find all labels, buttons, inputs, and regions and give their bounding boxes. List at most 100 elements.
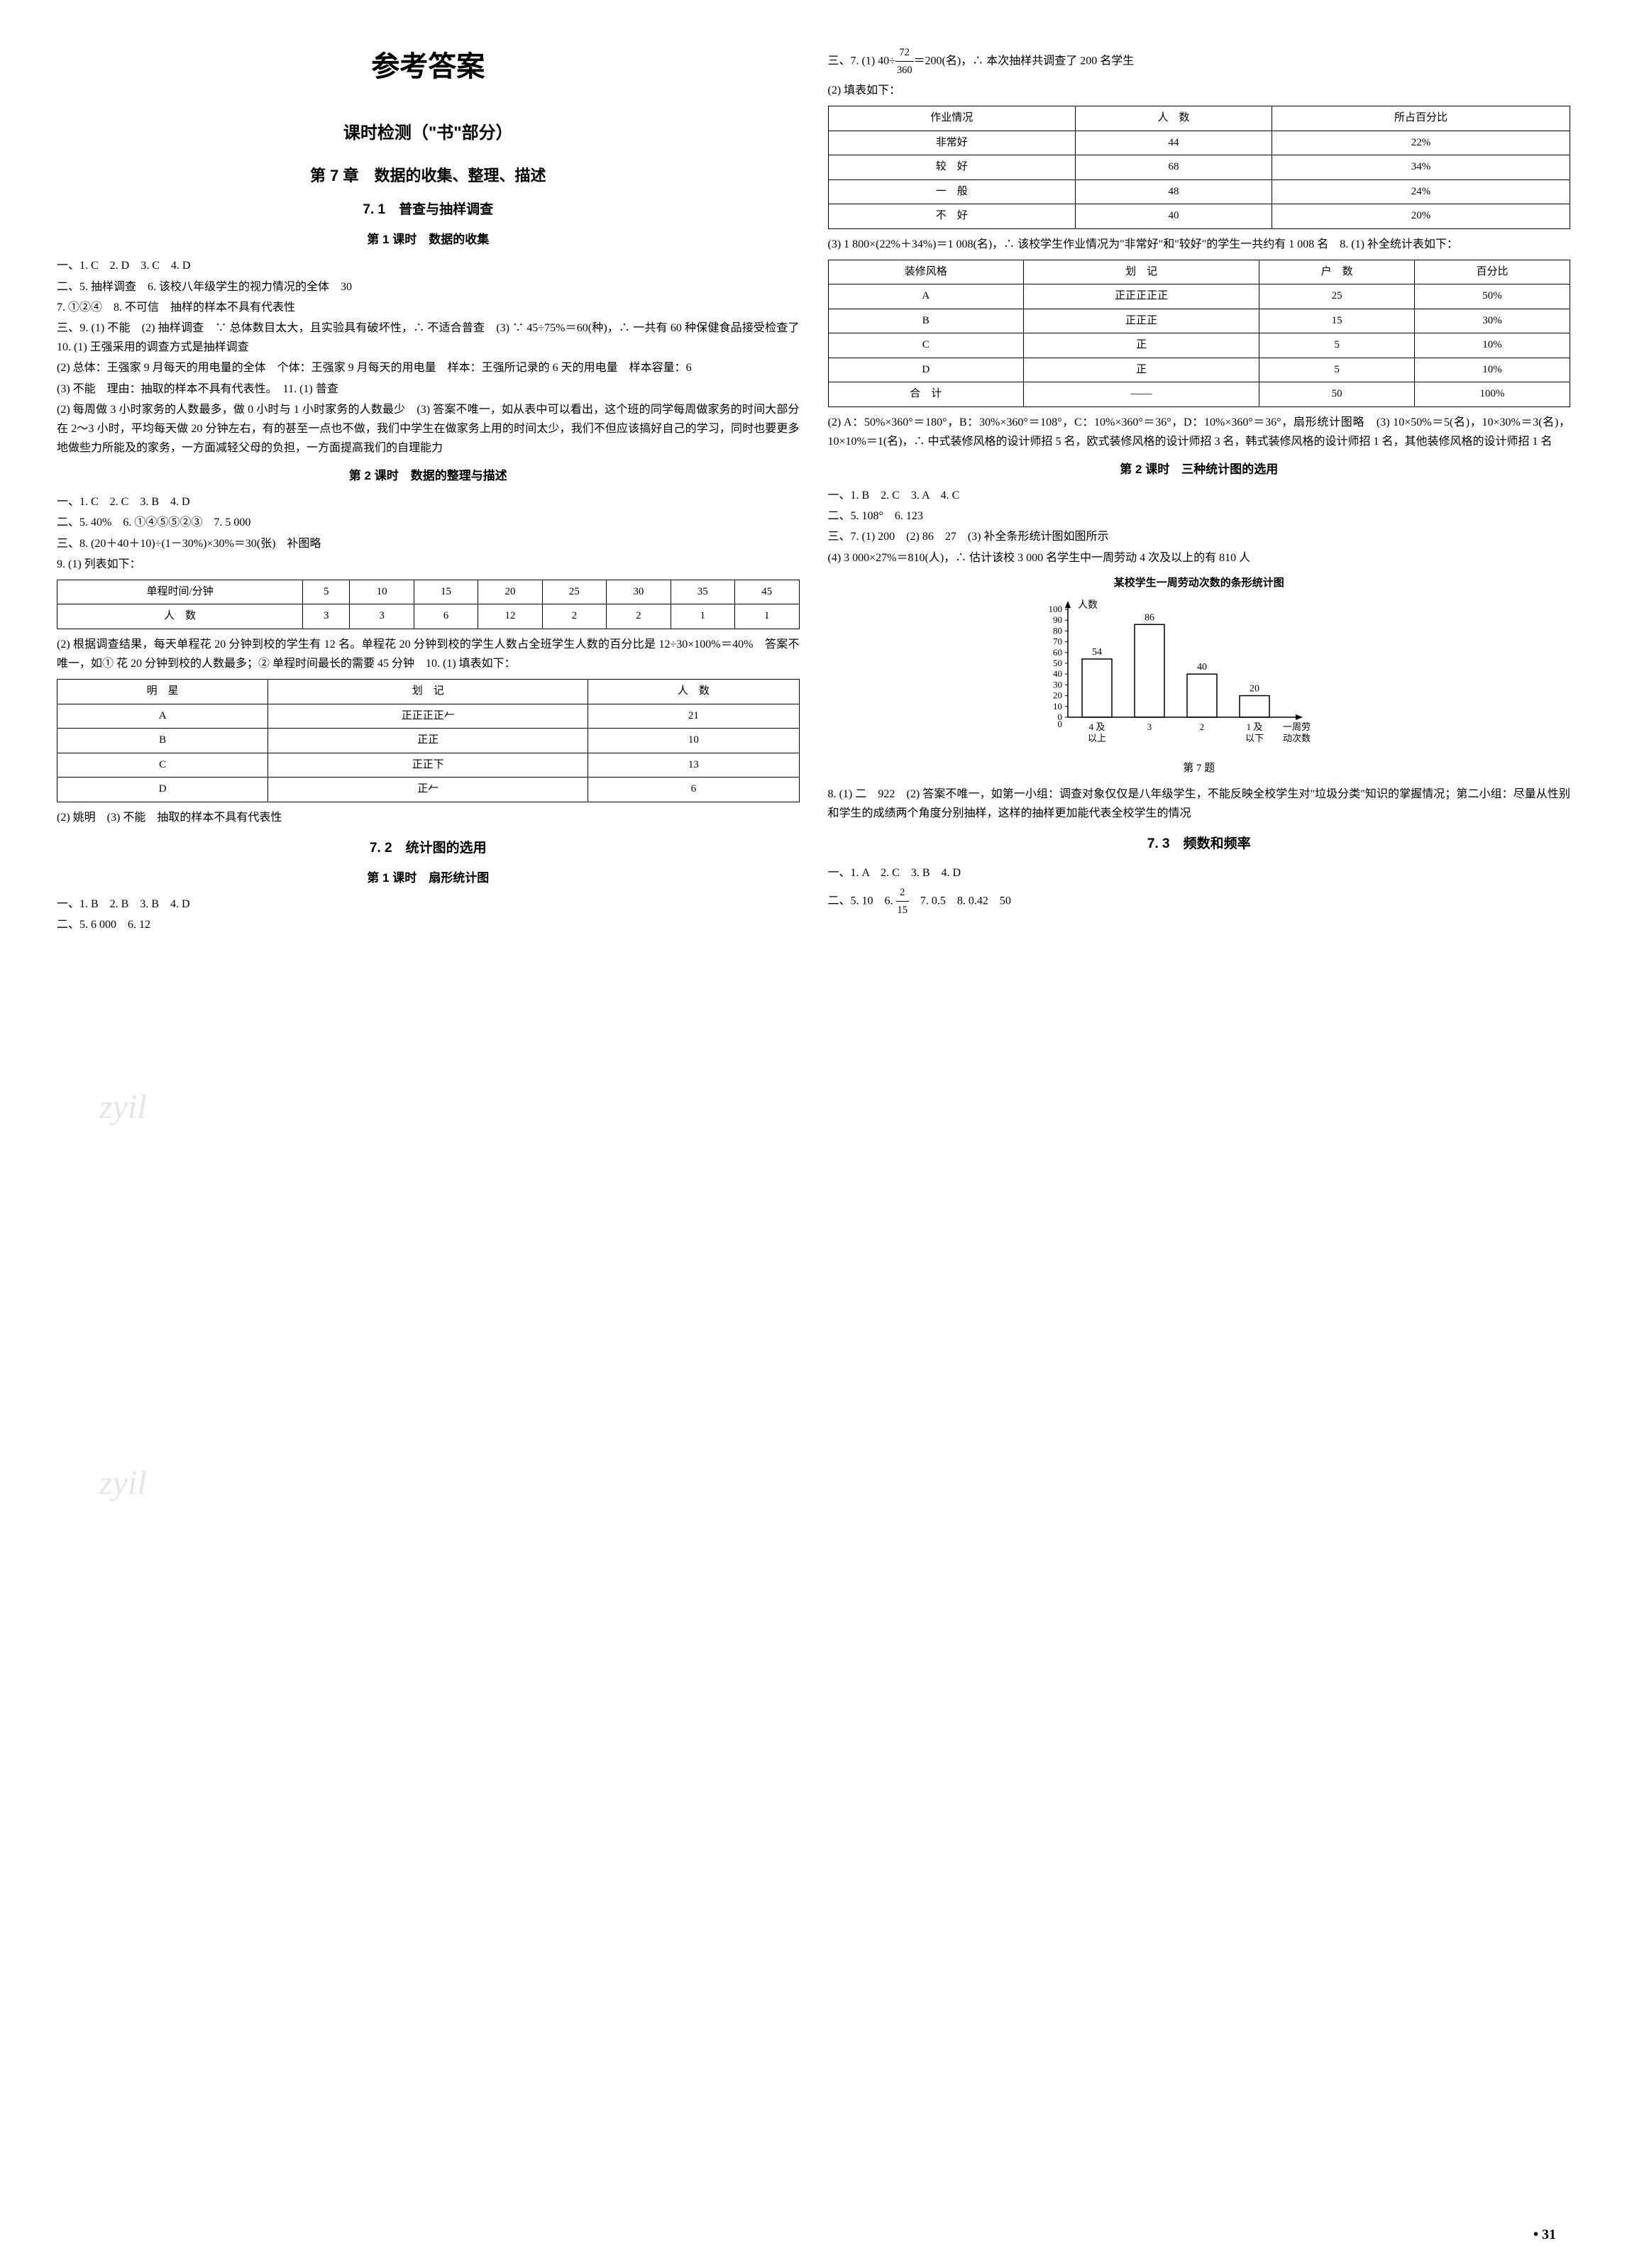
table-cell: 正正正正𠂉: [268, 704, 588, 729]
table-cell: 1: [671, 604, 734, 629]
table-cell: 合 计: [828, 382, 1024, 407]
table-cell: 68: [1076, 155, 1272, 180]
answer-text: 二、5. 10 6. 215 7. 0.5 8. 0.42 50: [828, 884, 1571, 919]
table-cell: 6: [414, 604, 478, 629]
answer-text: (4) 3 000×27%＝810(人)，∴ 估计该校 3 000 名学生中一周…: [828, 548, 1571, 568]
table-cell: 10%: [1415, 333, 1570, 358]
table-cell: D: [57, 778, 268, 802]
svg-text:40: 40: [1053, 669, 1062, 680]
lesson-7-2-2-title: 第 2 课时 三种统计图的选用: [828, 460, 1571, 480]
table-cell: 45: [735, 580, 800, 604]
table-cell: 正正正正正: [1024, 284, 1259, 309]
table-cell: 50%: [1415, 284, 1570, 309]
answer-text: 一、1. C 2. C 3. B 4. D: [57, 492, 800, 511]
table-cell: 20%: [1272, 204, 1570, 229]
table-row: D正510%: [828, 358, 1570, 382]
style-table: 装修风格 划 记 户 数 百分比 A正正正正正2550% B正正正1530% C…: [828, 260, 1571, 407]
table-cell: 装修风格: [828, 260, 1024, 284]
table-cell: 正正正: [1024, 309, 1259, 333]
table-cell: 25: [1259, 284, 1415, 309]
svg-text:以上: 以上: [1088, 733, 1106, 743]
svg-text:30: 30: [1053, 680, 1062, 690]
lesson-1-title: 第 1 课时 数据的收集: [57, 230, 800, 250]
answer-text: 7. ①②④ 8. 不可信 抽样的样本不具有代表性: [57, 298, 800, 317]
table-cell: 人 数: [588, 680, 799, 704]
table-cell: 10: [350, 580, 414, 604]
svg-text:54: 54: [1092, 647, 1102, 658]
svg-text:60: 60: [1053, 647, 1062, 658]
table-cell: 划 记: [1024, 260, 1259, 284]
table-row: 非常好4422%: [828, 131, 1570, 155]
answer-text: (2) A：50%×360°＝180°，B：30%×360°＝108°，C：10…: [828, 413, 1571, 451]
watermark: zyil: [99, 1078, 147, 1136]
svg-text:人数: 人数: [1078, 599, 1098, 611]
table-cell: ——: [1024, 382, 1259, 407]
table-cell: 15: [1259, 309, 1415, 333]
svg-text:86: 86: [1145, 613, 1154, 624]
svg-text:90: 90: [1053, 615, 1062, 626]
table-cell: 2: [542, 604, 606, 629]
svg-text:80: 80: [1053, 626, 1062, 636]
table-cell: 正: [1024, 333, 1259, 358]
svg-text:10: 10: [1053, 701, 1062, 712]
table-row: B正正正1530%: [828, 309, 1570, 333]
answer-text: 三、8. (20＋40＋10)÷(1－30%)×30%＝30(张) 补图略: [57, 534, 800, 553]
answer-text: 一、1. C 2. D 3. C 4. D: [57, 256, 800, 275]
lesson-7-2-1-title: 第 1 课时 扇形统计图: [57, 868, 800, 889]
table-row: C 正正下 13: [57, 753, 800, 778]
table-cell: 44: [1076, 131, 1272, 155]
answer-text: 9. (1) 列表如下：: [57, 555, 800, 574]
table-cell: A: [828, 284, 1024, 309]
lesson-2-title: 第 2 课时 数据的整理与描述: [57, 466, 800, 487]
svg-text:40: 40: [1197, 663, 1207, 673]
table-row: 一 般4824%: [828, 179, 1570, 204]
table-cell: 5: [1259, 333, 1415, 358]
svg-text:50: 50: [1053, 658, 1062, 668]
table-row: D 正𠂉 6: [57, 778, 800, 802]
table-cell: 3: [303, 604, 350, 629]
homework-table: 作业情况 人 数 所占百分比 非常好4422% 较 好6834% 一 般4824…: [828, 106, 1571, 229]
right-column: 三、7. (1) 40÷72360＝200(名)，∴ 本次抽样共调查了 200 …: [828, 43, 1571, 936]
table-cell: 不 好: [828, 204, 1076, 229]
table-cell: 人 数: [57, 604, 303, 629]
main-title: 参考答案: [57, 43, 800, 91]
table-cell: 较 好: [828, 155, 1076, 180]
table-cell: 15: [414, 580, 478, 604]
table-cell: 10: [588, 729, 799, 753]
table-row: 较 好6834%: [828, 155, 1570, 180]
answer-text: 一、1. B 2. C 3. A 4. C: [828, 486, 1571, 505]
table-cell: 正𠂉: [268, 778, 588, 802]
table-cell: 10%: [1415, 358, 1570, 382]
answer-text: (2) 根据调查结果，每天单程花 20 分钟到校的学生有 12 名。单程花 20…: [57, 635, 800, 673]
svg-text:1 及: 1 及: [1246, 721, 1262, 732]
answer-text: 一、1. A 2. C 3. B 4. D: [828, 863, 1571, 883]
table-cell: 所占百分比: [1272, 106, 1570, 131]
svg-text:70: 70: [1053, 636, 1062, 647]
answer-text: 8. (1) 二 922 (2) 答案不唯一，如第一小组：调查对象仅仅是八年级学…: [828, 785, 1571, 823]
table-cell: 34%: [1272, 155, 1570, 180]
table-cell: 划 记: [268, 680, 588, 704]
bar-chart-svg: 0102030405060708090100544 及以上863402201 及…: [1029, 597, 1327, 753]
svg-text:20: 20: [1053, 690, 1062, 701]
bar-chart: 某校学生一周劳动次数的条形统计图 01020304050607080901005…: [1029, 575, 1369, 778]
table-cell: 2: [607, 604, 671, 629]
table-row: 装修风格 划 记 户 数 百分比: [828, 260, 1570, 284]
table-cell: 正正: [268, 729, 588, 753]
table-cell: 100%: [1415, 382, 1570, 407]
table-cell: 22%: [1272, 131, 1570, 155]
answer-text: 一、1. B 2. B 3. B 4. D: [57, 895, 800, 914]
table-cell: B: [828, 309, 1024, 333]
table-cell: 25: [542, 580, 606, 604]
table-cell: 6: [588, 778, 799, 802]
svg-text:100: 100: [1048, 604, 1062, 614]
svg-text:4 及: 4 及: [1088, 721, 1105, 732]
table-cell: D: [828, 358, 1024, 382]
svg-text:3: 3: [1147, 721, 1152, 732]
answer-text: (3) 不能 理由：抽取的样本不具有代表性。 11. (1) 普查: [57, 380, 800, 399]
svg-text:动次数: 动次数: [1283, 733, 1311, 743]
table-row: 不 好4020%: [828, 204, 1570, 229]
svg-text:以下: 以下: [1245, 733, 1264, 743]
subsection-7-2: 7. 2 统计图的选用: [57, 837, 800, 860]
table-cell: 1: [735, 604, 800, 629]
table-row: A 正正正正𠂉 21: [57, 704, 800, 729]
